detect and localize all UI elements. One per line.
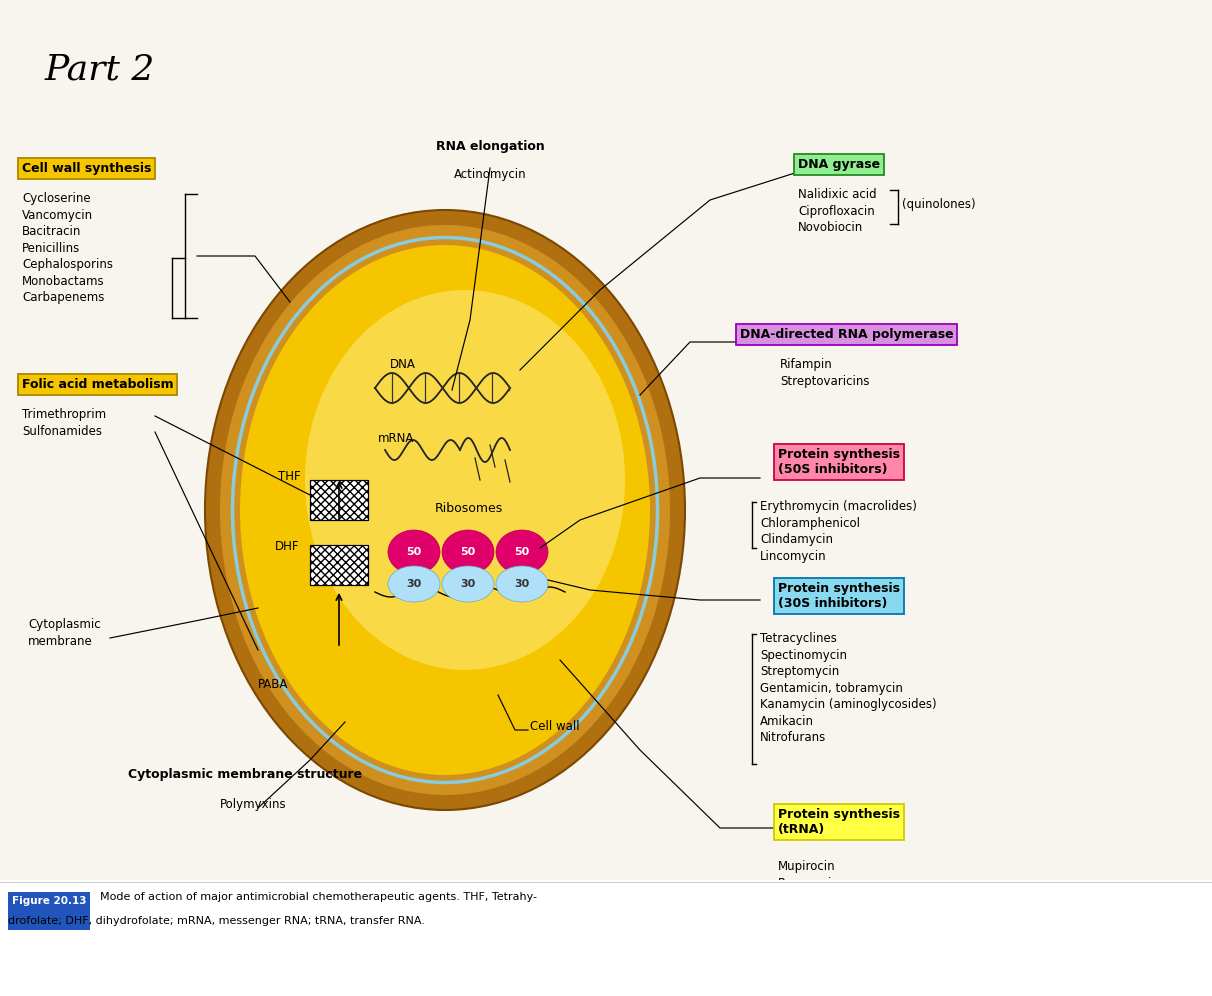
Ellipse shape bbox=[388, 566, 440, 602]
Text: Cytoplasmic
membrane: Cytoplasmic membrane bbox=[28, 618, 101, 647]
Text: Protein synthesis
(50S inhibitors): Protein synthesis (50S inhibitors) bbox=[778, 448, 901, 476]
Text: PABA: PABA bbox=[258, 678, 288, 691]
Text: Mupirocin
Puromycin: Mupirocin Puromycin bbox=[778, 860, 840, 889]
Ellipse shape bbox=[442, 566, 494, 602]
Ellipse shape bbox=[240, 245, 650, 775]
Text: DNA-directed RNA polymerase: DNA-directed RNA polymerase bbox=[741, 328, 954, 341]
Text: Protein synthesis
(30S inhibitors): Protein synthesis (30S inhibitors) bbox=[778, 582, 901, 610]
Text: Tetracyclines
Spectinomycin
Streptomycin
Gentamicin, tobramycin
Kanamycin (amino: Tetracyclines Spectinomycin Streptomycin… bbox=[760, 632, 937, 744]
Bar bbox=[310, 480, 368, 520]
Ellipse shape bbox=[388, 530, 440, 574]
Text: Figure 20.13: Figure 20.13 bbox=[12, 896, 86, 906]
Text: mRNA: mRNA bbox=[378, 432, 415, 445]
Text: Cycloserine
Vancomycin
Bacitracin
Penicillins
Cephalosporins
Monobactams
Carbape: Cycloserine Vancomycin Bacitracin Penici… bbox=[22, 192, 113, 304]
Text: (quinolones): (quinolones) bbox=[902, 198, 976, 211]
Bar bbox=[310, 480, 368, 520]
Ellipse shape bbox=[496, 530, 548, 574]
Text: Actinomycin: Actinomycin bbox=[453, 168, 526, 181]
Text: Ribosomes: Ribosomes bbox=[435, 502, 503, 515]
Text: Erythromycin (macrolides)
Chloramphenicol
Clindamycin
Lincomycin: Erythromycin (macrolides) Chloramphenico… bbox=[760, 500, 916, 563]
Text: RNA elongation: RNA elongation bbox=[435, 140, 544, 153]
Text: Folic acid metabolism: Folic acid metabolism bbox=[22, 378, 173, 391]
Ellipse shape bbox=[305, 290, 625, 670]
Text: 30: 30 bbox=[514, 579, 530, 589]
Text: Part 2: Part 2 bbox=[45, 52, 155, 86]
Bar bbox=[8, 892, 90, 930]
Text: 50: 50 bbox=[461, 547, 475, 557]
Text: DNA gyrase: DNA gyrase bbox=[797, 158, 880, 171]
Text: Cytoplasmic membrane structure: Cytoplasmic membrane structure bbox=[128, 768, 362, 781]
Text: Protein synthesis
(tRNA): Protein synthesis (tRNA) bbox=[778, 808, 901, 836]
Bar bbox=[0, 880, 1212, 996]
Text: Polymyxins: Polymyxins bbox=[221, 798, 286, 811]
Text: Cell wall synthesis: Cell wall synthesis bbox=[22, 162, 152, 175]
Ellipse shape bbox=[496, 566, 548, 602]
Text: DHF: DHF bbox=[275, 540, 299, 553]
Text: DNA: DNA bbox=[390, 358, 416, 371]
Text: Nalidixic acid
Ciprofloxacin
Novobiocin: Nalidixic acid Ciprofloxacin Novobiocin bbox=[797, 188, 876, 234]
Text: Cell wall: Cell wall bbox=[530, 720, 579, 733]
Text: Trimethroprim
Sulfonamides: Trimethroprim Sulfonamides bbox=[22, 408, 107, 437]
Bar bbox=[310, 545, 368, 585]
Text: 30: 30 bbox=[406, 579, 422, 589]
Text: drofolate; DHF, dihydrofolate; mRNA, messenger RNA; tRNA, transfer RNA.: drofolate; DHF, dihydrofolate; mRNA, mes… bbox=[8, 916, 425, 926]
Text: THF: THF bbox=[278, 470, 301, 483]
Text: 30: 30 bbox=[461, 579, 475, 589]
Ellipse shape bbox=[442, 530, 494, 574]
Ellipse shape bbox=[221, 225, 670, 795]
Text: 50: 50 bbox=[406, 547, 422, 557]
Text: Rifampin
Streptovaricins: Rifampin Streptovaricins bbox=[781, 358, 869, 387]
Bar bbox=[310, 545, 368, 585]
Ellipse shape bbox=[205, 210, 685, 810]
Text: Mode of action of major antimicrobial chemotherapeutic agents. THF, Tetrahy-: Mode of action of major antimicrobial ch… bbox=[101, 892, 537, 902]
Text: 50: 50 bbox=[514, 547, 530, 557]
